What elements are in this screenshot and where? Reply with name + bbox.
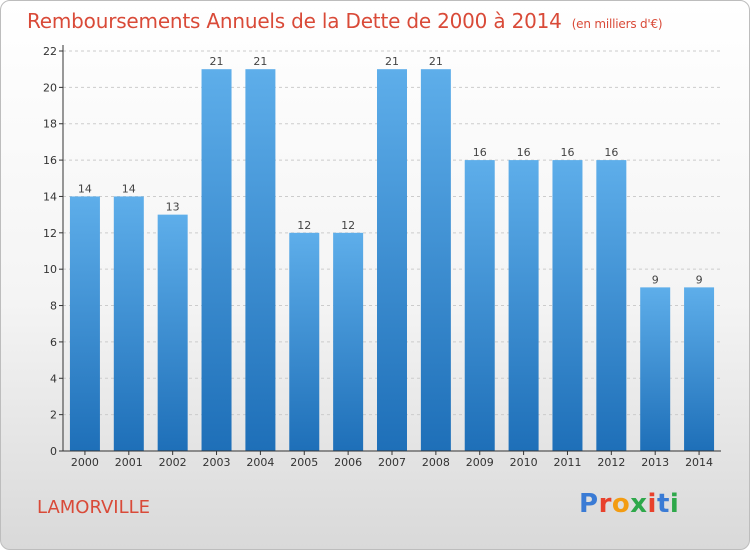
commune-name: LAMORVILLE — [37, 497, 151, 518]
logo-letter: P — [579, 489, 599, 519]
bar — [245, 69, 276, 451]
x-tick-label: 2010 — [510, 456, 538, 469]
y-tick-label: 8 — [50, 300, 57, 313]
x-tick-label: 2013 — [641, 456, 669, 469]
x-tick-label: 2005 — [290, 456, 318, 469]
bars: 14 14 13 21 21 12 12 21 21 16 16 16 16 9 9 — [69, 55, 715, 451]
data-label: 9 — [696, 273, 703, 286]
y-tick-label: 10 — [43, 263, 57, 276]
x-tick-label: 2002 — [159, 456, 187, 469]
logo-letter: i — [647, 489, 657, 519]
bar — [113, 196, 144, 451]
x-tick-label: 2000 — [71, 456, 99, 469]
bar — [289, 232, 320, 451]
bar — [640, 287, 671, 451]
bar — [69, 196, 100, 451]
bar — [684, 287, 715, 451]
bar — [420, 69, 451, 451]
bar — [333, 232, 364, 451]
x-tick-label: 2009 — [466, 456, 494, 469]
data-label: 12 — [297, 219, 311, 232]
axes: 0 2 4 6 8 10 12 14 16 18 20 22 2000 2001 2002 2003 2004 2… — [43, 45, 721, 469]
x-tick-label: 2008 — [422, 456, 450, 469]
data-label: 16 — [604, 146, 618, 159]
data-label: 12 — [341, 219, 355, 232]
x-tick-label: 2011 — [553, 456, 581, 469]
data-label: 21 — [210, 55, 224, 68]
chart-title: Remboursements Annuels de la Dette de 20… — [27, 9, 663, 33]
proxiti-logo: Proxiti — [579, 489, 679, 519]
bar — [552, 160, 583, 451]
bar — [157, 214, 188, 451]
x-tick-label: 2006 — [334, 456, 362, 469]
logo-letter: i — [669, 489, 680, 519]
data-label: 9 — [652, 273, 659, 286]
data-label: 14 — [122, 182, 136, 195]
x-tick-label: 2012 — [597, 456, 625, 469]
x-tick-label: 2001 — [115, 456, 143, 469]
y-tick-label: 2 — [50, 409, 57, 422]
data-label: 21 — [429, 55, 443, 68]
x-tick-label: 2007 — [378, 456, 406, 469]
logo-letter: t — [656, 489, 670, 519]
chart-title-text: Remboursements Annuels de la Dette de 20… — [27, 9, 562, 33]
logo-letter: x — [630, 489, 648, 519]
data-label: 16 — [560, 146, 574, 159]
data-label: 14 — [78, 182, 92, 195]
bar — [596, 160, 627, 451]
y-tick-label: 16 — [43, 154, 57, 167]
data-label: 16 — [473, 146, 487, 159]
data-label: 21 — [253, 55, 267, 68]
x-tick-label: 2004 — [246, 456, 274, 469]
y-tick-label: 12 — [43, 227, 57, 240]
y-tick-label: 18 — [43, 118, 57, 131]
y-tick-label: 6 — [50, 336, 57, 349]
bar — [464, 160, 495, 451]
bar — [201, 69, 232, 451]
logo-letter: r — [598, 489, 612, 519]
y-tick-label: 20 — [43, 81, 57, 94]
data-label: 13 — [166, 201, 180, 214]
y-tick-label: 14 — [43, 190, 57, 203]
bar — [377, 69, 407, 451]
y-tick-label: 4 — [50, 372, 57, 385]
data-label: 21 — [385, 55, 399, 68]
y-tick-label: 22 — [43, 45, 57, 58]
x-tick-label: 2014 — [685, 456, 713, 469]
x-tick-label: 2003 — [203, 456, 231, 469]
chart-unit: (en milliers d'€) — [571, 17, 663, 31]
bar — [508, 160, 539, 451]
y-tick-label: 0 — [50, 445, 57, 458]
logo-letter: o — [611, 489, 631, 519]
data-label: 16 — [517, 146, 531, 159]
